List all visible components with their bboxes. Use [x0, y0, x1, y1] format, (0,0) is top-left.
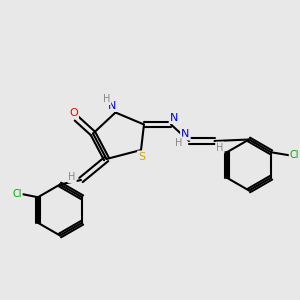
- Text: N: N: [108, 101, 116, 111]
- Text: H: H: [68, 172, 76, 182]
- Text: H: H: [103, 94, 110, 104]
- Text: S: S: [138, 152, 145, 162]
- Text: Cl: Cl: [12, 189, 22, 199]
- Text: H: H: [216, 142, 224, 153]
- Text: H: H: [175, 137, 182, 148]
- Text: Cl: Cl: [290, 150, 299, 160]
- Text: O: O: [69, 108, 78, 118]
- Text: N: N: [170, 113, 178, 123]
- Text: N: N: [181, 129, 190, 140]
